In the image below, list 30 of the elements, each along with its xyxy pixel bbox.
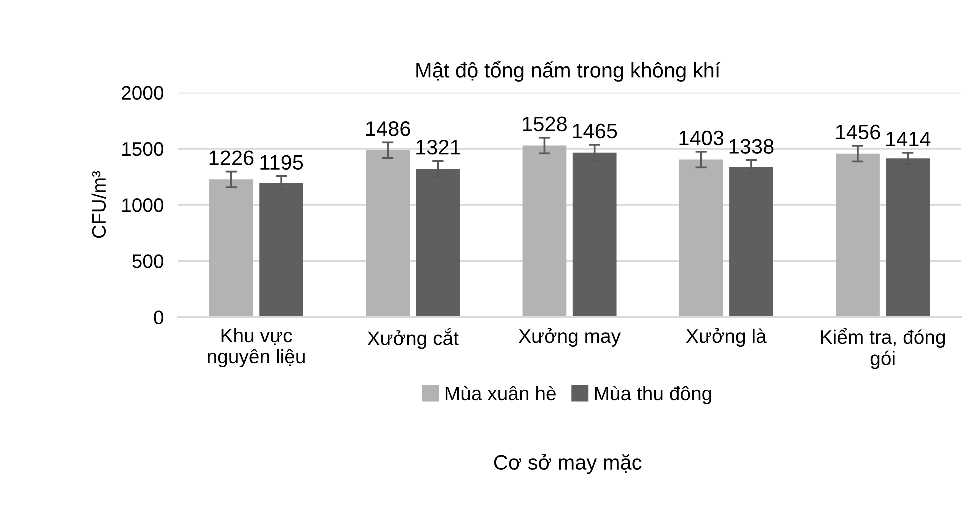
data-label: 1321: [416, 140, 460, 155]
legend-label: Mùa thu đông: [595, 386, 712, 404]
legend-label: Mùa xuân hè: [446, 386, 556, 401]
data-label: 1456: [836, 124, 880, 140]
data-label: 1465: [573, 124, 618, 139]
data-label: 1195: [260, 155, 304, 170]
y-tick-label: 2000: [122, 86, 164, 100]
y-tick-label: 0: [154, 310, 164, 324]
data-label: 1414: [886, 132, 931, 146]
bar: [366, 150, 410, 318]
x-tick-label: Xưởng là: [686, 328, 767, 348]
x-tick-label: Xưởng may: [518, 328, 621, 348]
data-label: 1226: [210, 150, 254, 166]
x-axis-title: Cơ sở may mặc: [494, 454, 642, 474]
bar: [679, 160, 724, 318]
y-tick-label: 1000: [122, 198, 164, 212]
y-tick-label: 1500: [122, 142, 164, 156]
y-tick-label: 500: [132, 254, 164, 268]
x-tick-label: Xưởng cắt: [368, 328, 459, 350]
x-tick-label: Khu vực nguyên liệu: [208, 328, 305, 368]
data-label: 1528: [523, 116, 567, 132]
bar: [836, 154, 880, 318]
bar: [522, 146, 567, 318]
data-label: 1403: [680, 130, 724, 146]
data-label: 1338: [730, 139, 774, 154]
y-axis-title: CFU/m³: [92, 171, 106, 238]
x-tick-label: Kiểm tra, đóng gói: [821, 328, 946, 370]
data-label: 1486: [366, 122, 410, 136]
bar: [210, 180, 254, 318]
chart-title: Mật độ tổng nấm trong không khí: [416, 60, 721, 82]
